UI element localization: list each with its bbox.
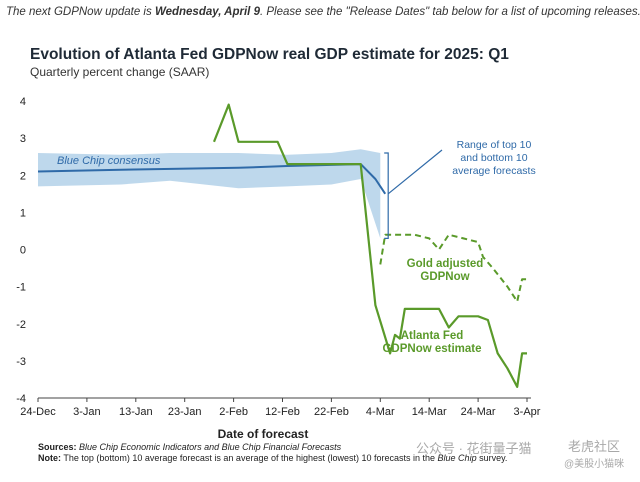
chart-footer: Sources: Blue Chip Economic Indicators a… bbox=[38, 442, 598, 464]
y-tick-label: 4 bbox=[20, 96, 26, 108]
site-watermark: 老虎社区 bbox=[568, 439, 621, 454]
x-tick-label: 2-Feb bbox=[219, 406, 248, 418]
x-tick-label: 24-Dec bbox=[20, 406, 56, 418]
y-tick-label: -4 bbox=[16, 393, 26, 405]
notice-date: Wednesday, April 9 bbox=[154, 6, 260, 18]
range-label: average forecasts bbox=[452, 165, 535, 177]
y-tick-label: -3 bbox=[16, 356, 26, 368]
x-tick-label: 24-Mar bbox=[461, 406, 496, 418]
x-tick-label: 22-Feb bbox=[314, 406, 349, 418]
x-tick-label: 23-Jan bbox=[168, 406, 202, 418]
gdpnow-chart: 4 3 2 1 0 -1 -2 -3 -424-Dec 3-Jan 13-Jan 23-Jan 2-Fe… bbox=[16, 96, 541, 441]
chart-title: Evolution of Atlanta Fed GDPNow real GDP… bbox=[30, 46, 509, 63]
y-tick-label: 2 bbox=[20, 170, 26, 182]
gdpnow-estimate-label: Atlanta Fed bbox=[401, 330, 464, 342]
y-tick-label: 1 bbox=[20, 207, 26, 219]
notice-suffix: . Please see the "Release Dates" tab bel… bbox=[259, 6, 640, 18]
y-tick-label: 3 bbox=[20, 133, 26, 145]
gdpnow-estimate-label: GDPNow estimate bbox=[382, 343, 481, 355]
gold-adjusted-label: GDPNow bbox=[420, 271, 469, 283]
y-tick-label: -2 bbox=[16, 319, 26, 331]
x-tick-label: 13-Jan bbox=[119, 406, 153, 418]
gold-adjusted-label: Gold adjusted bbox=[407, 258, 484, 270]
y-tick-label: 0 bbox=[20, 245, 26, 257]
range-label: Range of top 10 bbox=[457, 139, 532, 151]
sources-label: Sources: bbox=[38, 442, 77, 452]
notice-prefix: The next GDPNow update is bbox=[6, 6, 155, 18]
note-label: Note: bbox=[38, 453, 61, 463]
note-line: Note: The top (bottom) 10 average foreca… bbox=[38, 453, 598, 464]
gdpnow-estimate-line bbox=[212, 103, 527, 388]
range-connector-line bbox=[387, 149, 443, 195]
note-text-2: survey. bbox=[476, 453, 508, 463]
sources-text: Blue Chip Economic Indicators and Blue C… bbox=[79, 442, 342, 452]
range-label: and bottom 10 bbox=[460, 152, 527, 164]
bluechip-consensus-label: Blue Chip consensus bbox=[57, 155, 161, 167]
range-band-area bbox=[38, 149, 381, 239]
y-tick-label: -1 bbox=[16, 282, 26, 294]
chart-card: Evolution of Atlanta Fed GDPNow real GDP… bbox=[10, 32, 630, 480]
x-tick-label: 4-Mar bbox=[366, 406, 395, 418]
update-notice: The next GDPNow update is Wednesday, Apr… bbox=[6, 6, 640, 18]
bluechip-consensus-line bbox=[37, 163, 387, 195]
x-tick-label: 3-Apr bbox=[514, 406, 541, 418]
note-italic: Blue Chip bbox=[437, 453, 477, 463]
gold-adjusted-line bbox=[379, 233, 527, 303]
x-axis-title: Date of forecast bbox=[218, 427, 309, 441]
x-tick-label: 3-Jan bbox=[73, 406, 101, 418]
handle-watermark: @美股小猫咪 bbox=[564, 459, 625, 470]
chart-subtitle: Quarterly percent change (SAAR) bbox=[30, 65, 210, 79]
x-tick-label: 14-Mar bbox=[412, 406, 447, 418]
sources-line: Sources: Blue Chip Economic Indicators a… bbox=[38, 442, 598, 453]
x-tick-label: 12-Feb bbox=[265, 406, 300, 418]
note-text-1: The top (bottom) 10 average forecast is … bbox=[63, 453, 438, 463]
wechat-watermark: 公众号 · 花街量子猫 bbox=[416, 441, 532, 456]
range-bracket bbox=[384, 152, 389, 239]
